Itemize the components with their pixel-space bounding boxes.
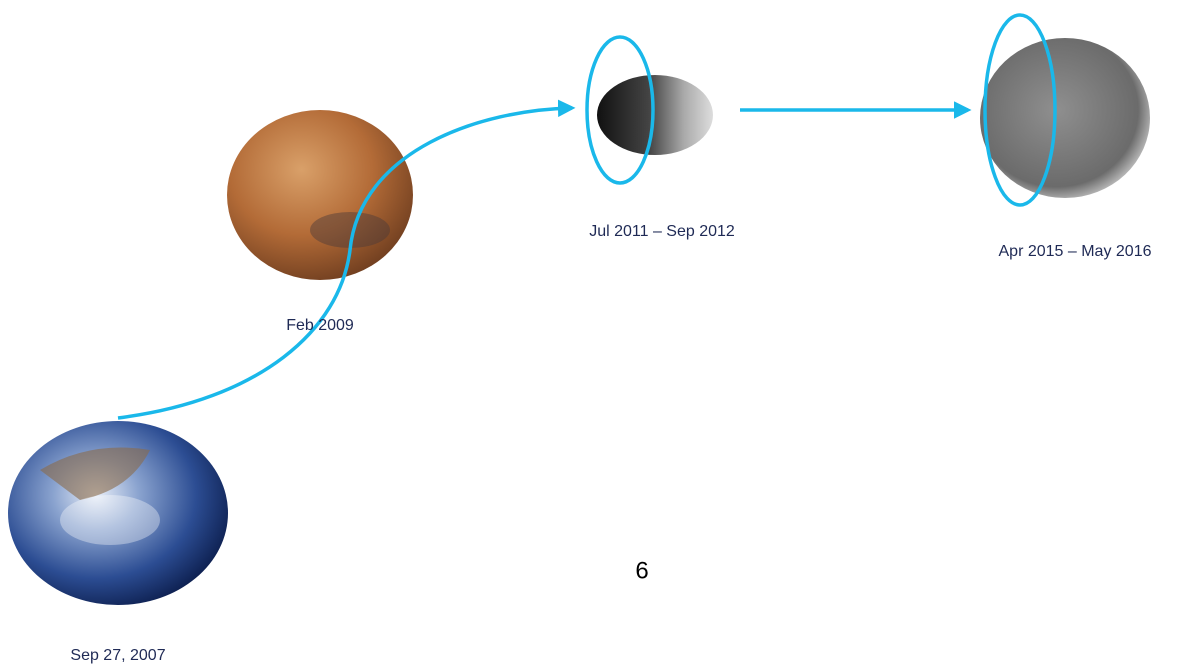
trajectory-arrow bbox=[117, 99, 576, 420]
orbit-ring bbox=[585, 35, 655, 185]
orbit-ring bbox=[983, 13, 1057, 207]
vesta bbox=[597, 75, 713, 155]
earth-clouds bbox=[60, 495, 160, 545]
date-label: Apr 2015 – May 2016 bbox=[999, 243, 1152, 260]
date-label: Sep 27, 2007 bbox=[70, 647, 165, 664]
page-number: 6 bbox=[635, 557, 648, 584]
date-label: Feb 2009 bbox=[286, 317, 354, 334]
mars bbox=[227, 110, 413, 280]
date-label: Jul 2011 – Sep 2012 bbox=[589, 223, 735, 240]
ceres bbox=[980, 38, 1150, 198]
mars-dark bbox=[310, 212, 390, 248]
earth-land bbox=[40, 447, 150, 500]
